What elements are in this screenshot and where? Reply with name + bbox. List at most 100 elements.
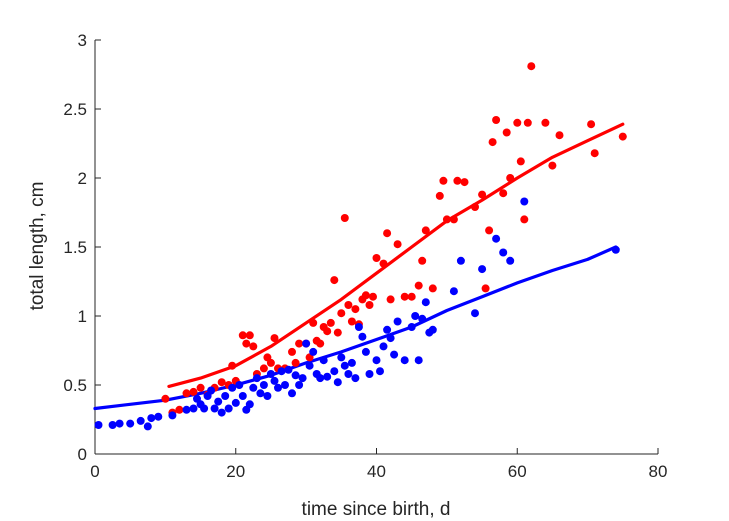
blue-data-point <box>207 386 216 395</box>
red-data-point <box>527 62 536 71</box>
blue-data-point <box>295 381 304 389</box>
blue-data-point <box>228 383 237 392</box>
red-data-point <box>502 128 511 137</box>
red-data-point <box>407 292 416 301</box>
red-data-point <box>442 215 451 224</box>
x-tick-label: 40 <box>367 462 386 481</box>
fit-lines <box>93 122 625 411</box>
blue-data-point <box>126 419 135 428</box>
y-tick-label: 1.5 <box>63 238 87 257</box>
red-data-point <box>337 309 346 318</box>
blue-data-point <box>200 404 209 413</box>
blue-data-point <box>291 371 300 380</box>
y-tick-label: 3 <box>78 31 87 50</box>
red-data-point <box>516 157 525 166</box>
blue-data-point <box>210 404 219 413</box>
red-data-point <box>196 383 205 392</box>
red-data-point <box>351 305 360 314</box>
blue-data-point <box>611 245 620 254</box>
blue-data-point <box>189 404 198 413</box>
blue-data-point <box>238 392 247 400</box>
blue-data-point <box>281 381 289 389</box>
red-data-point <box>421 226 430 235</box>
red-data-point <box>453 176 462 185</box>
red-data-point <box>288 347 296 356</box>
blue-data-point <box>302 339 311 348</box>
x-tick-label: 60 <box>508 462 527 481</box>
blue-data-point <box>266 370 275 378</box>
blue-data-point <box>418 314 427 323</box>
blue-data-point <box>214 397 223 406</box>
red-data-point <box>400 292 409 301</box>
blue-data-point <box>428 325 437 334</box>
red-data-point <box>259 364 268 373</box>
blue-data-point <box>400 356 409 365</box>
red-data-point <box>309 318 318 327</box>
blue-data-point <box>217 408 226 417</box>
blue-data-point <box>414 356 423 365</box>
red-fit-line <box>167 122 625 388</box>
red-data-point <box>488 138 497 147</box>
red-data-point <box>316 339 325 348</box>
red-data-point <box>541 118 550 127</box>
red-data-point <box>291 358 300 367</box>
blue-data-point <box>376 367 384 376</box>
blue-data-point <box>407 323 416 331</box>
blue-data-point <box>344 370 353 378</box>
blue-data-point <box>249 383 258 392</box>
blue-data-point <box>284 365 293 374</box>
blue-data-point <box>277 367 286 376</box>
blue-data-point <box>235 381 244 389</box>
blue-data-point <box>259 381 268 389</box>
blue-data-point <box>354 323 363 331</box>
red-data-point <box>418 256 427 265</box>
red-data-point <box>435 191 444 200</box>
red-data-point <box>228 361 237 370</box>
blue-data-point <box>256 389 265 398</box>
blue-data-point <box>108 421 117 429</box>
red-data-point <box>238 331 247 340</box>
red-data-point <box>266 358 275 367</box>
blue-data-point <box>365 370 374 378</box>
data-points <box>94 62 627 431</box>
blue-data-point <box>288 389 296 398</box>
red-data-point <box>217 378 226 387</box>
blue-data-point <box>411 312 420 320</box>
blue-data-point <box>390 350 399 359</box>
red-data-point <box>295 339 304 348</box>
blue-data-point <box>333 378 342 387</box>
blue-data-point <box>182 405 191 414</box>
y-axis-label: total length, cm <box>27 182 48 311</box>
blue-data-point <box>319 356 328 365</box>
blue-data-point <box>358 332 367 341</box>
red-data-point <box>383 229 392 238</box>
red-data-point <box>372 254 381 262</box>
red-data-point <box>365 301 374 309</box>
red-data-point <box>245 331 254 340</box>
red-data-point <box>330 276 339 285</box>
red-data-point <box>481 284 490 293</box>
blue-data-point <box>372 356 381 365</box>
red-data-point <box>439 176 448 185</box>
red-data-point <box>175 405 184 414</box>
blue-data-point <box>478 265 487 274</box>
blue-data-point <box>136 416 145 425</box>
red-data-point <box>428 284 437 293</box>
x-tick-label: 20 <box>226 462 245 481</box>
red-data-point <box>618 132 627 141</box>
red-data-point <box>249 342 258 351</box>
red-data-point <box>587 120 596 129</box>
blue-fit-line <box>93 245 618 411</box>
blue-data-point <box>351 374 360 383</box>
blue-data-point <box>471 309 479 318</box>
blue-data-point <box>361 347 370 356</box>
blue-data-point <box>393 317 402 326</box>
x-axis-label: time since birth, d <box>302 499 451 520</box>
red-data-point <box>478 190 487 199</box>
blue-data-point <box>224 404 233 413</box>
blue-data-point <box>347 358 356 367</box>
blue-data-point <box>379 342 388 351</box>
blue-data-point <box>143 422 152 431</box>
